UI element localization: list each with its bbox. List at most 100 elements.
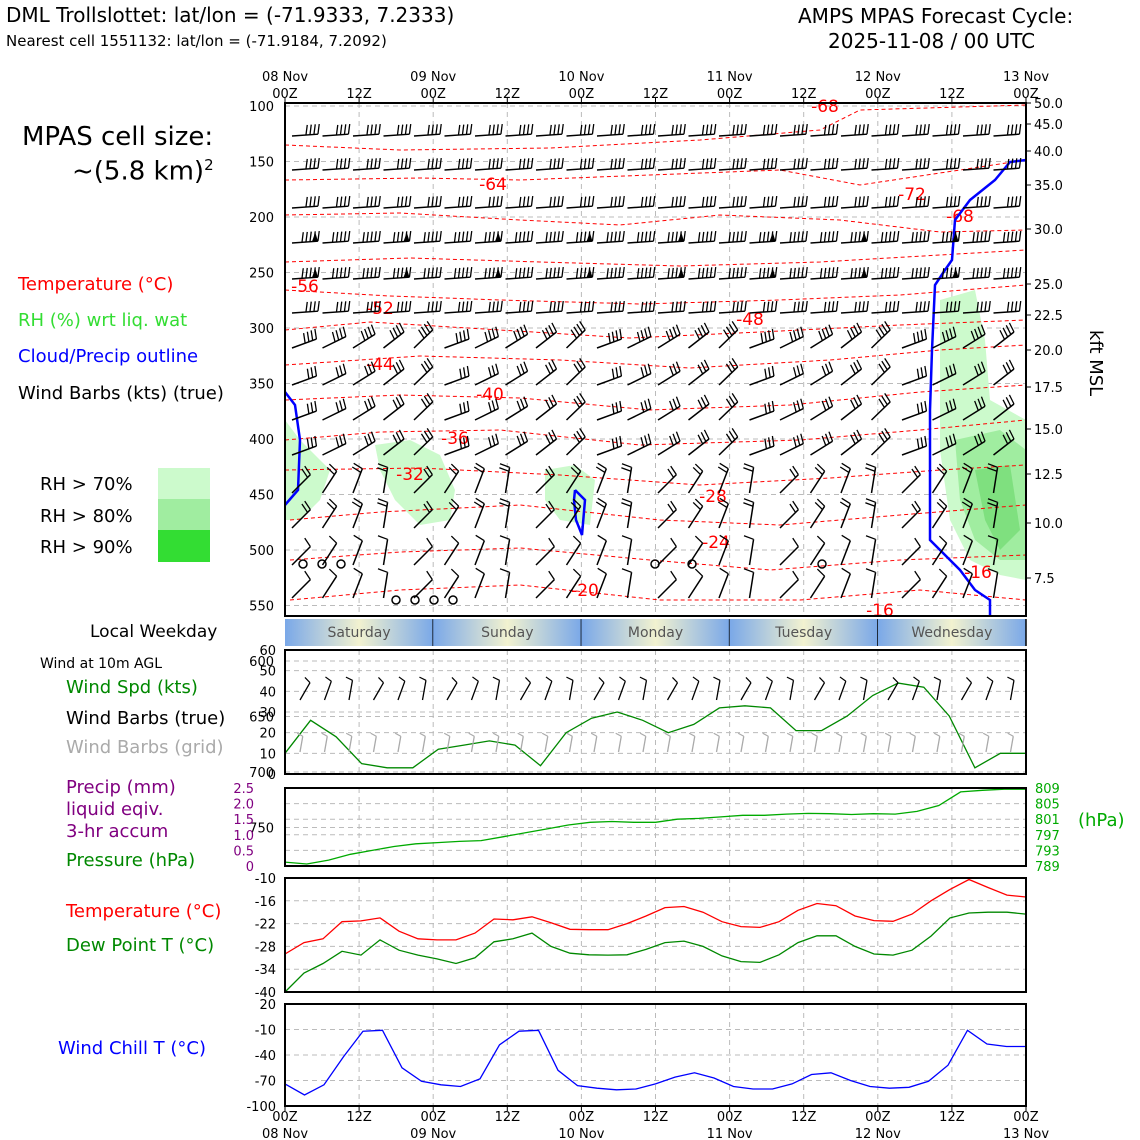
wind-barb [779, 266, 808, 280]
wind-10m-label: Wind at 10m AGL [40, 656, 163, 672]
local-weekday-label: Local Weekday [90, 622, 218, 642]
surface-wind-barb [813, 677, 826, 701]
temperature-contour-label: -36 [441, 429, 469, 449]
wind-barb [596, 266, 625, 280]
wind-barb [932, 195, 961, 209]
wind-barb [901, 300, 930, 314]
grid-wind-barb [370, 732, 377, 753]
wind-speed-tick-label: 40 [259, 685, 276, 700]
wind-barb [931, 498, 948, 529]
wind-barb [627, 266, 656, 280]
wind-barb [779, 230, 808, 244]
pressure-tick-label: 650 [249, 711, 274, 726]
wind-barb [932, 230, 961, 244]
grid-wind-barb [688, 732, 696, 753]
calm-wind-circle [410, 595, 420, 605]
kft-tick-label: 40.0 [1034, 145, 1063, 160]
wind-barb [596, 400, 623, 421]
cell-size-value: ~(5.8 km)2 [72, 156, 214, 187]
wind-barb [291, 230, 320, 244]
top-hour-tick-label: 00Z [1013, 87, 1039, 102]
weekday-cell [285, 619, 434, 646]
wind-barb [621, 535, 633, 566]
pressure-tick-label: 150 [249, 156, 274, 171]
surface-wind-barb [593, 677, 605, 701]
wind-barb [743, 535, 755, 566]
pressure-tick-label: 797 [1035, 829, 1060, 844]
grid-wind-barb [566, 732, 573, 753]
wind-barb [474, 326, 499, 349]
kft-tick-label: 30.0 [1034, 223, 1063, 238]
forecast-cycle-label: AMPS MPAS Forecast Cycle: [798, 4, 1074, 28]
wind-barb [596, 328, 623, 349]
windchill-tick-label: 20 [259, 998, 276, 1013]
wind-barb [779, 537, 799, 566]
wind-barb [413, 570, 433, 599]
temperature-contour-label: -44 [366, 355, 394, 375]
wind-barb [749, 230, 778, 244]
weekday-cell [433, 619, 582, 646]
temperature-contour [284, 284, 1027, 305]
dewpoint-line [284, 911, 1027, 993]
calm-wind-circle [448, 595, 458, 605]
pressure-label: Pressure (hPa) [66, 850, 196, 871]
wind-barb [444, 365, 470, 386]
wind-barb [749, 266, 778, 280]
wind-speed-label: Wind Spd (kts) [66, 677, 198, 698]
wind-barb [688, 429, 710, 456]
surface-wind-barb [519, 677, 532, 701]
wind-barb [352, 300, 381, 314]
wind-barb [413, 123, 442, 137]
wind-barb [840, 322, 863, 349]
wind-barb [322, 300, 351, 314]
station-title: DML Trollslottet: lat/lon = (-71.9333, 7… [6, 3, 455, 27]
windchill-tick-label: -70 [255, 1075, 276, 1090]
surface-wind-barb [446, 677, 458, 701]
grid-wind-barb [713, 732, 720, 753]
temperature-panel [284, 877, 1027, 993]
calm-wind-circle [317, 559, 327, 569]
surface-wind-barb [492, 676, 501, 701]
wind-barb [566, 195, 595, 209]
wind-barb [351, 462, 364, 494]
wind-barb [443, 463, 460, 494]
wind-barb [444, 328, 470, 349]
bottom-date-tick-label: 10 Nov [558, 1127, 604, 1140]
wind-barb [291, 157, 320, 171]
legend-rh90-swatch [158, 530, 210, 562]
wind-barb [322, 326, 347, 349]
wind-barb [839, 462, 852, 494]
grid-wind-barb [517, 732, 524, 753]
wind-barb [657, 123, 686, 137]
temperature-contour-label: -64 [479, 175, 507, 195]
wind-barb [657, 300, 686, 314]
grid-wind-barb [737, 732, 745, 753]
wind-barb [627, 230, 656, 244]
wind-barbs-true-label: Wind Barbs (true) [66, 708, 226, 729]
wind-barb [291, 435, 318, 456]
wind-barb [627, 123, 656, 137]
wind-barb [505, 300, 534, 314]
wind-barb [871, 123, 900, 137]
wind-barb [474, 123, 503, 137]
wind-barb [993, 123, 1022, 137]
wind-barb [291, 465, 311, 494]
wind-barb [383, 429, 405, 456]
top-hour-tick-label: 00Z [717, 87, 743, 102]
wind-barb [444, 435, 470, 456]
wind-barb [535, 230, 564, 244]
wind-barb [505, 123, 534, 137]
rh-shading [545, 465, 595, 525]
wind-barb [499, 535, 511, 566]
wind-barb [688, 195, 717, 209]
wind-barbs-grid-label: Wind Barbs (grid) [66, 737, 224, 758]
pressure-tick-label: 793 [1035, 844, 1060, 859]
wind-barb [351, 497, 364, 529]
wind-barb [718, 195, 747, 209]
wind-barb [749, 195, 778, 209]
wind-barb [901, 500, 921, 529]
wind-barb [901, 400, 928, 421]
wind-barb [413, 157, 442, 171]
wind-barb [718, 358, 739, 386]
wind-barb [566, 230, 595, 244]
